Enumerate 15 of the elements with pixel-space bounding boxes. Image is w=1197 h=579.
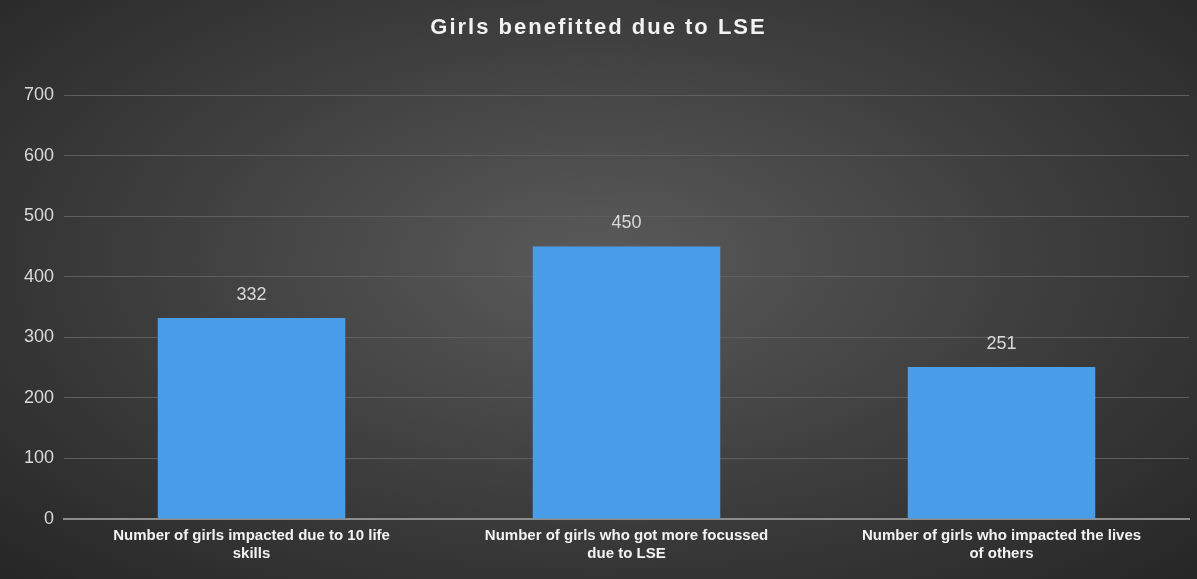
y-tick-label: 400: [23, 265, 55, 286]
data-label: 450: [611, 212, 642, 233]
y-tick-label: 600: [23, 144, 55, 165]
y-tick-label: 300: [23, 326, 55, 347]
y-tick-label: 0: [44, 507, 55, 528]
y-tick-label: 500: [23, 205, 55, 226]
data-label: 332: [236, 283, 267, 304]
y-tick-label: 200: [23, 386, 55, 407]
x-tick-label: Number of girls who impacted the lives of others: [861, 526, 1142, 562]
chart-title: Girls benefitted due to LSE: [429, 14, 768, 40]
data-label: 251: [986, 332, 1017, 353]
x-tick-label: Number of girls who got more focussed due to LSE: [484, 526, 769, 562]
y-tick-label: 700: [23, 83, 55, 104]
x-tick-label: Number of girls impacted due to 10 life skills: [113, 526, 390, 562]
y-tick-label: 100: [23, 447, 55, 468]
